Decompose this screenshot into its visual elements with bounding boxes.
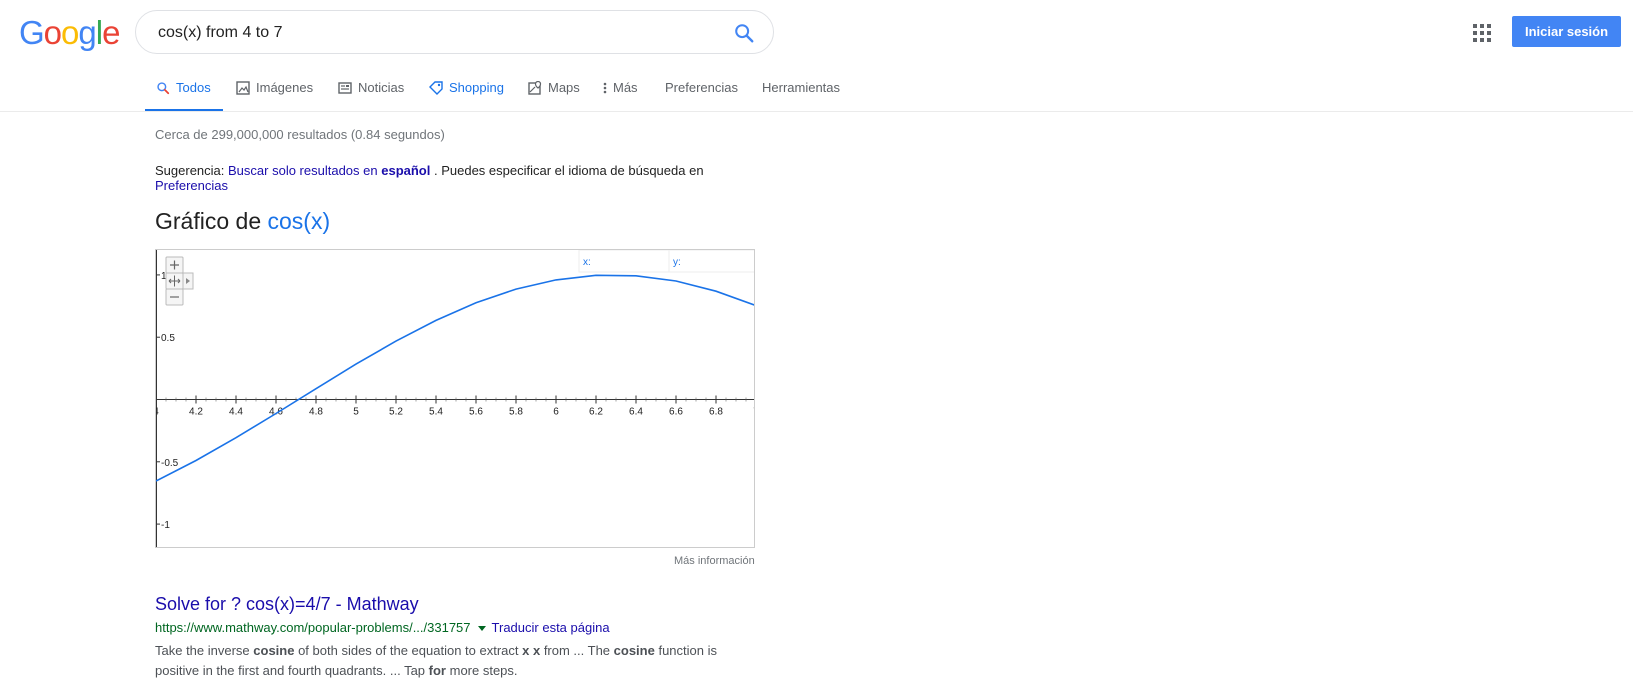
more-vert-icon [603,82,607,94]
news-icon [338,82,352,94]
x-tick-label: 6.6 [669,407,683,418]
result-stats: Cerca de 299,000,000 resultados (0.84 se… [155,127,445,142]
x-tick-label: 4 [156,407,159,418]
result-url: https://www.mathway.com/popular-problems… [155,620,610,635]
x-readout-box [578,250,670,273]
more-info-link[interactable]: Más información [674,555,755,567]
x-tick-label: 4.6 [269,407,283,418]
tab-label: Maps [548,80,580,95]
image-icon [236,81,250,95]
y-tick-label: 0.5 [161,333,175,344]
logo-letter: G [19,14,45,51]
tab-preferencias[interactable]: Preferencias [665,74,738,112]
x-tick-label: 4.2 [189,407,203,418]
tab-todos[interactable]: Todos [145,74,223,112]
spanish-only-link[interactable]: Buscar solo resultados en español [228,163,431,178]
search-icon[interactable] [733,22,755,44]
sign-in-button[interactable]: Iniciar sesión [1512,16,1621,47]
x-tick-label: 4.4 [229,407,243,418]
logo-letter: e [102,14,120,51]
graph-canvas[interactable]: 4 4.2 4.4 4.6 4.8 5 5.2 5.4 5.6 5.8 6 6.2 6.4 6.6 6.8 7… [156,250,755,548]
suggestion-prefix: Sugerencia: [155,163,225,178]
map-icon [528,81,542,95]
apps-grid-icon[interactable] [1473,24,1491,42]
tab-label: Imágenes [256,80,314,95]
tab-label: Más [613,80,638,95]
tab-noticias[interactable]: Noticias [338,74,404,112]
tab-label: Herramientas [762,80,841,95]
zoom-in-glyph [170,260,179,270]
function-graph[interactable]: 4 4.2 4.4 4.6 4.8 5 5.2 5.4 5.6 5.8 6 6.2 6.4 6.6 6.8 7… [155,249,755,548]
tab-label: Todos [176,80,211,95]
search-box[interactable] [135,10,774,54]
search-icon [157,82,170,95]
x-tick-label: 6.4 [629,407,643,418]
y-tick-label: -0.5 [161,458,179,469]
search-input[interactable] [156,20,680,46]
x-tick-label: 7 [753,407,755,418]
result-title-link[interactable]: Solve for ? cos(x)=4/7 - Mathway [155,594,419,614]
google-logo[interactable]: Google [19,14,120,52]
y-readout-box [668,250,754,273]
tab-label: Shopping [449,80,504,95]
chevron-right-icon [186,278,190,284]
x-tick-label: 5 [353,407,359,418]
graph-function[interactable]: cos(x) [267,208,331,234]
x-tick-label: 5.8 [509,407,523,418]
preferences-link[interactable]: Preferencias [155,178,228,193]
suggestion-mid: . Puedes especificar el idioma de búsque… [433,163,704,178]
x-tick-label: 5.4 [429,407,443,418]
result-url-text: https://www.mathway.com/popular-problems… [155,620,471,635]
logo-letter: o [61,14,79,51]
graph-title: Gráfico de cos(x) [155,208,331,234]
logo-letter: g [78,14,96,51]
series-line [156,274,754,482]
x-tick-label: 4.8 [309,407,323,418]
x-tick-label: 6.2 [589,407,603,418]
x-readout-label: x: [583,257,591,268]
tab-shopping[interactable]: Shopping [429,74,504,112]
translate-link[interactable]: Traducir esta página [491,620,610,635]
tag-icon [429,81,443,95]
x-tick-label: 6 [553,407,559,418]
url-dropdown-icon[interactable] [477,625,486,631]
x-tick-label: 5.2 [389,407,403,418]
result-snippet: Take the inverse cosine of both sides of… [155,643,717,678]
header-divider [0,111,1633,112]
tab-maps[interactable]: Maps [528,74,580,112]
tab-label: Preferencias [665,80,738,95]
x-tick-label: 5.6 [469,407,483,418]
pan-glyph [168,275,181,287]
logo-letter: o [43,14,62,51]
y-tick-label: 1 [161,271,167,282]
tab-herramientas[interactable]: Herramientas [762,74,840,112]
y-readout-label: y: [673,257,681,268]
language-suggestion: Sugerencia: Buscar solo resultados en es… [155,163,735,193]
x-tick-label: 6.8 [709,407,723,418]
logo-letter: l [95,14,103,51]
y-tick-label: -1 [161,520,170,531]
tab-imagenes[interactable]: Imágenes [236,74,313,112]
tab-mas[interactable]: Más [603,74,638,112]
tab-label: Noticias [358,80,405,95]
